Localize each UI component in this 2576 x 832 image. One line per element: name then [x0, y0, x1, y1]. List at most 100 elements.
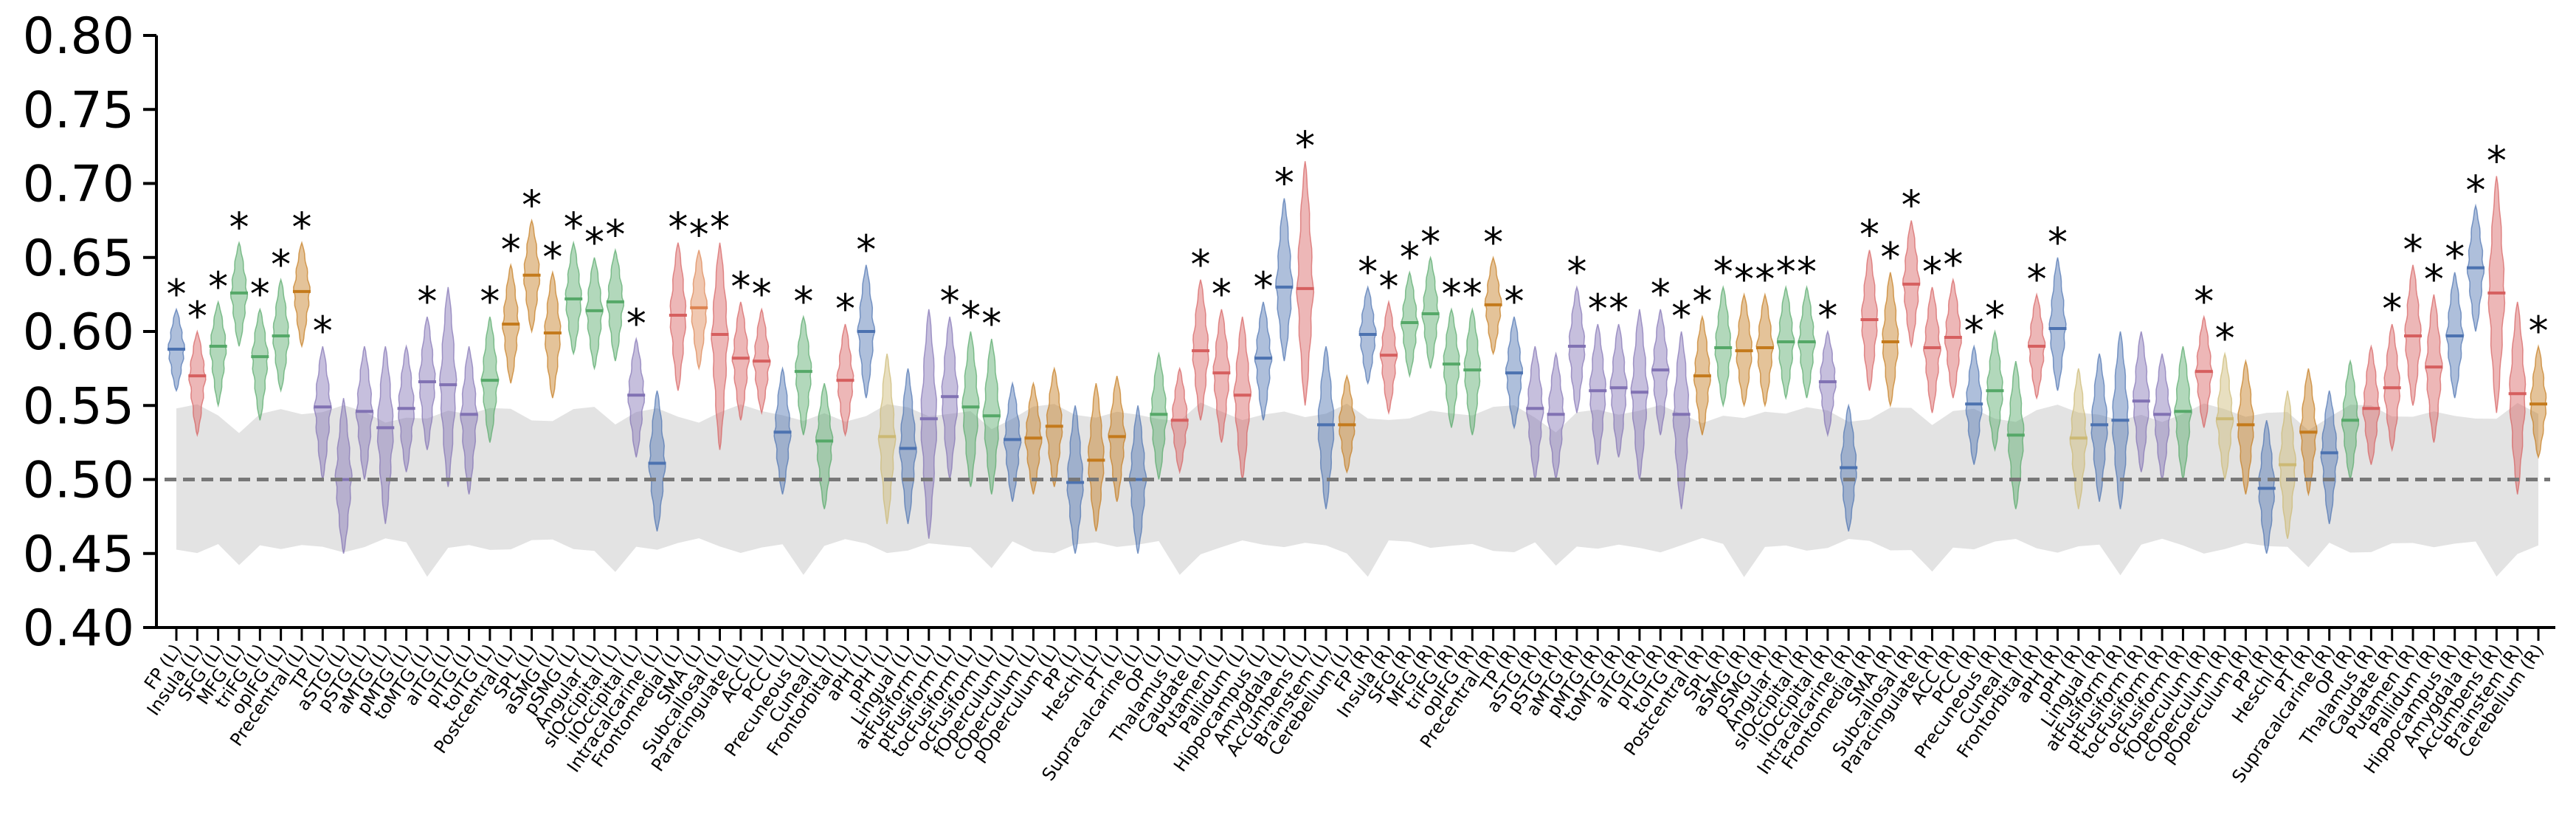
significance-star: *: [271, 241, 291, 288]
violin-body: [1443, 307, 1460, 428]
violin: [460, 345, 479, 495]
y-tick-label: 0.60: [23, 303, 134, 362]
significance-star: *: [1295, 123, 1315, 169]
significance-star: *: [2529, 308, 2549, 354]
violin: [2132, 331, 2150, 472]
significance-star: *: [1504, 278, 1524, 325]
violin: [1045, 366, 1063, 487]
significance-star: *: [1212, 271, 1232, 317]
violin-body: [1568, 285, 1586, 413]
violin-body: [1547, 351, 1565, 480]
significance-star: *: [1692, 278, 1712, 325]
significance-star: *: [1651, 271, 1671, 317]
violin: [2152, 353, 2172, 482]
significance-star: *: [1191, 241, 1211, 288]
significance-star: *: [752, 271, 772, 317]
violin: [480, 316, 500, 443]
violin: [836, 323, 854, 437]
violin: [690, 250, 708, 371]
violin: [1024, 381, 1043, 495]
y-tick-label: 0.65: [23, 230, 134, 288]
violin: [2069, 368, 2088, 509]
significance-star: *: [1274, 160, 1294, 207]
significance-star: *: [835, 286, 855, 332]
violin-body: [795, 314, 812, 436]
violin-body: [1882, 272, 1899, 408]
y-tick-label: 0.80: [23, 7, 134, 66]
y-tick-label: 0.70: [23, 156, 134, 214]
significance-star: *: [167, 271, 187, 317]
violin: [251, 307, 269, 421]
violin: [752, 307, 771, 416]
significance-star: *: [250, 271, 270, 317]
violin: [2048, 257, 2067, 391]
violin: [1693, 314, 1711, 436]
significance-star: *: [1797, 249, 1817, 295]
significance-star: *: [522, 182, 542, 229]
significance-star: *: [1483, 219, 1503, 266]
violin-body: [1651, 309, 1670, 436]
violin-body: [1400, 270, 1419, 379]
significance-star: *: [313, 308, 333, 354]
violin: [1986, 329, 2004, 453]
significance-star: *: [981, 300, 1001, 347]
y-tick-label: 0.75: [23, 81, 134, 140]
violin-body: [1275, 198, 1294, 362]
violin: [1296, 161, 1315, 406]
significance-star: *: [1860, 212, 1879, 258]
violin: [2508, 301, 2527, 495]
violin-body: [1589, 323, 1606, 465]
violin: [1567, 285, 1586, 413]
violin-body: [2215, 351, 2234, 480]
significance-star: *: [1567, 249, 1586, 295]
significance-star: *: [1400, 234, 1420, 281]
violin-body: [1755, 292, 1775, 408]
violin: [773, 366, 792, 495]
violin-body: [251, 307, 269, 421]
significance-star: *: [2048, 219, 2068, 266]
violin: [2425, 294, 2443, 443]
violin: [543, 269, 562, 399]
violin: [1484, 255, 1502, 356]
violin-body: [669, 242, 687, 391]
violin: [209, 300, 227, 408]
violin-body: [1630, 309, 1649, 480]
violin-body: [2530, 344, 2547, 459]
significance-star: *: [2215, 315, 2235, 362]
significance-star: *: [187, 293, 207, 340]
category-label-layer: FP (L)Insula (L)SFG (L)MFG (L)triFG (L)o…: [140, 640, 2548, 786]
violin: [648, 391, 666, 532]
violin: [1818, 329, 1837, 438]
violin: [711, 242, 729, 450]
violin: [2466, 203, 2485, 332]
violin: [2028, 292, 2046, 400]
significance-star: *: [1964, 308, 1984, 354]
significance-star: *: [480, 278, 500, 325]
violin-body: [2509, 301, 2527, 495]
violin: [794, 314, 812, 436]
significance-star: *: [1588, 286, 1608, 332]
significance-star: *: [1776, 249, 1796, 295]
significance-star: *: [1378, 264, 1398, 310]
violin-body: [585, 257, 604, 371]
violin: [272, 278, 290, 393]
violin: [1651, 309, 1670, 436]
violin: [1400, 270, 1419, 379]
violin: [857, 264, 876, 399]
y-tick-label: 0.55: [23, 377, 134, 436]
violin: [2299, 368, 2318, 497]
violin-body: [2362, 344, 2380, 465]
violin: [1379, 299, 1398, 416]
violin: [1735, 292, 1753, 408]
violin: [1797, 285, 1817, 399]
violin-body: [2237, 359, 2254, 495]
violin: [2383, 323, 2401, 453]
significance-star: *: [229, 204, 249, 251]
violin: [1923, 286, 1941, 413]
significance-star: *: [961, 293, 981, 340]
violin: [585, 257, 604, 371]
violin: [2257, 420, 2276, 554]
violin: [1358, 285, 1377, 385]
violin-body: [1463, 306, 1481, 436]
